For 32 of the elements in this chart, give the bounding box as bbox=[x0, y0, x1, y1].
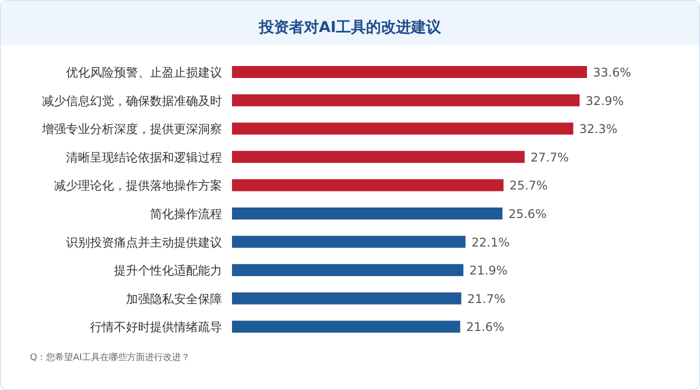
bar bbox=[232, 179, 504, 192]
bar bbox=[232, 320, 460, 333]
bar bbox=[232, 122, 574, 135]
bar bbox=[232, 66, 587, 78]
y-tick-label: 加强隐私安全保障 bbox=[126, 292, 222, 306]
data-label: 22.1% bbox=[471, 235, 510, 250]
data-label: 21.9% bbox=[469, 264, 508, 278]
y-tick-label: 识别投资痛点并主动提供建议 bbox=[66, 235, 222, 250]
y-tick-label: 简化操作流程 bbox=[150, 207, 222, 221]
chart-title: 投资者对AI工具的改进建议 bbox=[258, 18, 442, 36]
y-tick-label: 减少信息幻觉，确保数据准确及时 bbox=[42, 94, 222, 108]
data-label: 32.3% bbox=[579, 122, 618, 136]
y-tick-label: 清晰呈现结论依据和逻辑过程 bbox=[66, 150, 222, 164]
y-tick-label: 提升个性化适配能力 bbox=[114, 264, 222, 278]
bar bbox=[232, 236, 466, 248]
bar bbox=[232, 94, 580, 106]
data-label: 27.7% bbox=[530, 150, 569, 164]
data-label: 32.9% bbox=[586, 94, 624, 108]
y-tick-label: 行情不好时提供情绪疏导 bbox=[90, 320, 222, 334]
data-label: 21.6% bbox=[466, 320, 504, 334]
y-tick-label: 减少理论化，提供落地操作方案 bbox=[54, 178, 222, 193]
bar bbox=[232, 264, 464, 276]
bar bbox=[232, 208, 502, 220]
data-label: 25.7% bbox=[510, 178, 548, 193]
y-tick-label: 增强专业分析深度，提供更深洞察 bbox=[41, 122, 222, 136]
bar bbox=[232, 150, 525, 163]
bar bbox=[232, 292, 462, 304]
data-label: 33.6% bbox=[593, 66, 632, 80]
text: Q：您希望AI工具在哪些方面进行改进？ bbox=[30, 352, 190, 363]
y-tick-label: 优化风险预警、止盈止损建议 bbox=[66, 66, 222, 80]
data-label: 25.6% bbox=[508, 207, 547, 221]
data-label: 21.7% bbox=[467, 292, 506, 306]
